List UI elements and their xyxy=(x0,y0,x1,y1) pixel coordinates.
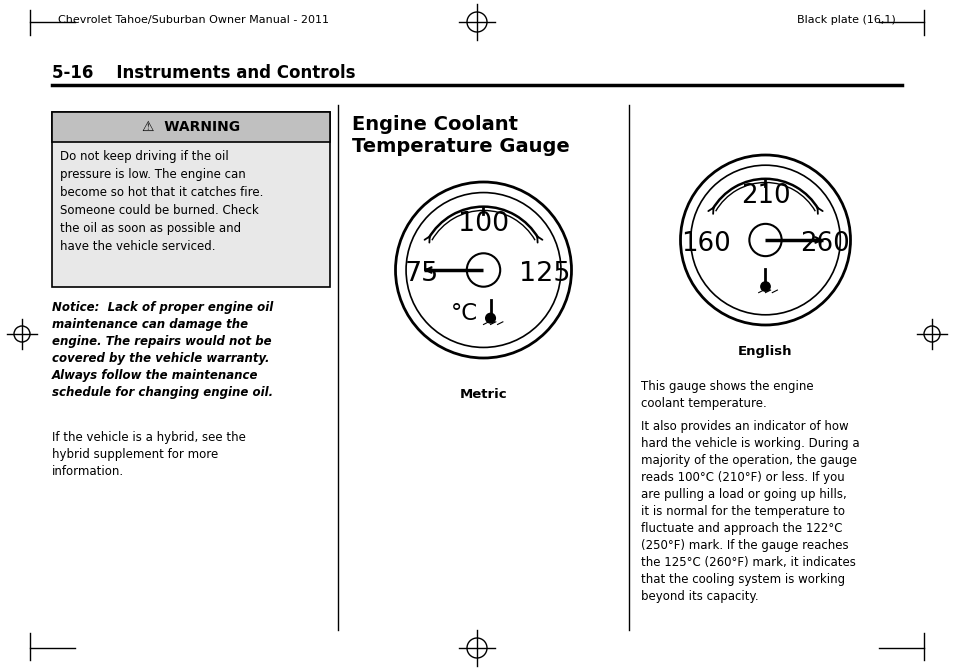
Circle shape xyxy=(468,255,497,285)
Text: °C: °C xyxy=(450,303,477,325)
Text: 210: 210 xyxy=(740,183,789,209)
Circle shape xyxy=(691,166,839,314)
Text: 160: 160 xyxy=(680,231,730,257)
Text: 260: 260 xyxy=(800,231,849,257)
Text: Black plate (16,1): Black plate (16,1) xyxy=(797,15,895,25)
Text: Engine Coolant: Engine Coolant xyxy=(352,115,517,134)
Circle shape xyxy=(485,313,495,323)
Text: 5-16    Instruments and Controls: 5-16 Instruments and Controls xyxy=(52,64,355,82)
Circle shape xyxy=(751,226,779,255)
Text: Notice:  Lack of proper engine oil
maintenance can damage the
engine. The repair: Notice: Lack of proper engine oil mainte… xyxy=(52,301,273,399)
Text: ⚠  WARNING: ⚠ WARNING xyxy=(142,120,240,134)
Circle shape xyxy=(407,194,559,347)
Text: Do not keep driving if the oil
pressure is low. The engine can
become so hot tha: Do not keep driving if the oil pressure … xyxy=(60,150,263,253)
Text: If the vehicle is a hybrid, see the
hybrid supplement for more
information.: If the vehicle is a hybrid, see the hybr… xyxy=(52,431,246,478)
Text: This gauge shows the engine
coolant temperature.: This gauge shows the engine coolant temp… xyxy=(640,380,813,410)
Text: English: English xyxy=(738,345,792,358)
Text: Metric: Metric xyxy=(459,388,507,401)
Text: 100: 100 xyxy=(457,211,509,237)
Bar xyxy=(52,112,330,287)
Circle shape xyxy=(760,282,769,291)
Text: 75: 75 xyxy=(404,261,438,287)
Text: Temperature Gauge: Temperature Gauge xyxy=(352,137,569,156)
Text: It also provides an indicator of how
hard the vehicle is working. During a
major: It also provides an indicator of how har… xyxy=(640,420,859,603)
Bar xyxy=(52,112,330,142)
Text: 125: 125 xyxy=(518,261,570,287)
Text: Chevrolet Tahoe/Suburban Owner Manual - 2011: Chevrolet Tahoe/Suburban Owner Manual - … xyxy=(58,15,329,25)
